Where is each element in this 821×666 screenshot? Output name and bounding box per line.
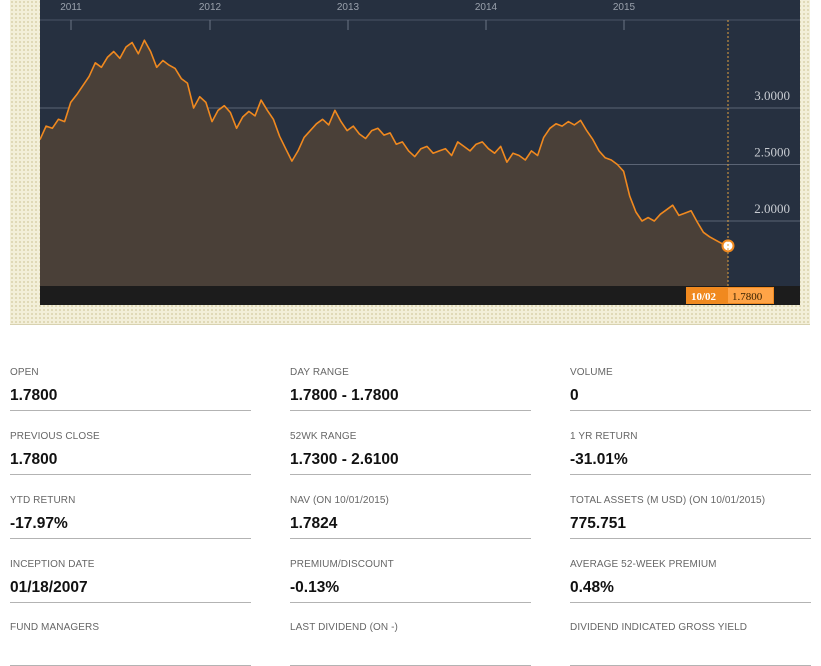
stat-value: -0.13% bbox=[290, 579, 340, 596]
stat-cell: AVERAGE 52-WEEK PREMIUM 0.48% bbox=[570, 558, 811, 603]
stat-value: -17.97% bbox=[10, 515, 68, 532]
stat-label: 52WK RANGE bbox=[290, 431, 357, 442]
stat-divider bbox=[290, 410, 531, 411]
stat-cell: YTD RETURN -17.97% bbox=[10, 494, 251, 539]
y-tick-label: 2.0000 bbox=[754, 201, 790, 216]
stat-label: LAST DIVIDEND (ON -) bbox=[290, 622, 398, 633]
stat-cell: DIVIDEND INDICATED GROSS YIELD bbox=[570, 621, 811, 666]
stat-value bbox=[10, 641, 251, 661]
stat-divider bbox=[290, 602, 531, 603]
stat-label: OPEN bbox=[10, 367, 39, 378]
stat-label: AVERAGE 52-WEEK PREMIUM bbox=[570, 559, 717, 570]
x-tick-label: 2014 bbox=[475, 2, 498, 13]
timeline-strip bbox=[40, 286, 800, 305]
stat-value: 1.7300 - 2.6100 bbox=[290, 451, 399, 468]
stat-cell: PREVIOUS CLOSE 1.7800 bbox=[10, 430, 251, 475]
stat-value: 1.7824 bbox=[290, 515, 338, 532]
last-date-label: 10/02 bbox=[691, 291, 717, 303]
stat-cell: TOTAL ASSETS (M USD) (ON 10/01/2015) 775.… bbox=[570, 494, 811, 539]
stat-divider bbox=[290, 538, 531, 539]
stat-cell: OPEN 1.7800 bbox=[10, 366, 251, 411]
stat-label: DIVIDEND INDICATED GROSS YIELD bbox=[570, 622, 748, 633]
stat-cell: 1 YR RETURN -31.01% bbox=[570, 430, 811, 475]
stat-label: NAV (ON 10/01/2015) bbox=[290, 495, 389, 506]
stat-divider bbox=[570, 410, 811, 411]
stat-cell: PREMIUM/DISCOUNT -0.13% bbox=[290, 558, 531, 603]
stat-value: -31.01% bbox=[570, 451, 628, 468]
stat-divider bbox=[10, 410, 251, 411]
series-area bbox=[40, 40, 728, 287]
last-value-badge-bg bbox=[728, 288, 773, 303]
stat-divider bbox=[10, 538, 251, 539]
stat-divider bbox=[570, 474, 811, 475]
x-tick-label: 2012 bbox=[199, 2, 222, 13]
last-value-label: 1.7800 bbox=[732, 291, 763, 303]
stat-label: 1 YR RETURN bbox=[570, 431, 638, 442]
stat-value: 0 bbox=[570, 387, 579, 404]
fund-stats-grid: OPEN 1.7800 DAY RANGE 1.7800 - 1.7800 VOLUME… bbox=[10, 366, 811, 666]
stat-value: 0.48% bbox=[570, 579, 614, 596]
stat-value: 775.751 bbox=[570, 515, 627, 532]
stat-divider bbox=[570, 538, 811, 539]
stat-label: FUND MANAGERS bbox=[10, 622, 100, 633]
x-tick-label: 2011 bbox=[60, 2, 82, 13]
y-tick-label: 2.5000 bbox=[754, 145, 790, 160]
y-tick-label: 3.0000 bbox=[754, 88, 790, 103]
stat-value: 01/18/2007 bbox=[10, 579, 88, 596]
stat-value: 1.7800 - 1.7800 bbox=[290, 387, 399, 404]
stat-label: PREVIOUS CLOSE bbox=[10, 431, 100, 442]
stat-label: VOLUME bbox=[570, 367, 613, 378]
x-tick-label: 2015 bbox=[613, 2, 636, 13]
stat-cell: INCEPTION DATE 01/18/2007 bbox=[10, 558, 251, 603]
stat-divider bbox=[290, 474, 531, 475]
stat-divider bbox=[570, 602, 811, 603]
stat-cell: LAST DIVIDEND (ON -) bbox=[290, 621, 531, 666]
series-line bbox=[40, 39, 729, 247]
price-chart[interactable]: 2011 2012 2013 2014 2015 3.00002.50002.0000 … bbox=[40, 0, 800, 305]
stat-cell: VOLUME 0 bbox=[570, 366, 811, 411]
stat-label: DAY RANGE bbox=[290, 367, 349, 378]
stat-label: TOTAL ASSETS (M USD) (ON 10/01/2015) bbox=[570, 495, 766, 506]
stat-divider bbox=[10, 602, 251, 603]
stat-value bbox=[570, 641, 811, 661]
stat-label: INCEPTION DATE bbox=[10, 559, 95, 570]
stat-divider bbox=[10, 474, 251, 475]
stat-label: YTD RETURN bbox=[10, 495, 76, 506]
stat-value bbox=[290, 641, 531, 661]
chart-panel: 2011 2012 2013 2014 2015 3.0000 2.5000 2.0000 … bbox=[10, 0, 810, 325]
x-tick-label: 2013 bbox=[337, 2, 360, 13]
stat-label: PREMIUM/DISCOUNT bbox=[290, 559, 394, 570]
stat-value: 1.7800 bbox=[10, 387, 58, 404]
stat-value: 1.7800 bbox=[10, 451, 58, 468]
stat-cell: DAY RANGE 1.7800 - 1.7800 bbox=[290, 366, 531, 411]
stat-cell: FUND MANAGERS bbox=[10, 621, 251, 666]
stat-cell: 52WK RANGE 1.7300 - 2.6100 bbox=[290, 430, 531, 475]
stat-cell: NAV (ON 10/01/2015) 1.7824 bbox=[290, 494, 531, 539]
